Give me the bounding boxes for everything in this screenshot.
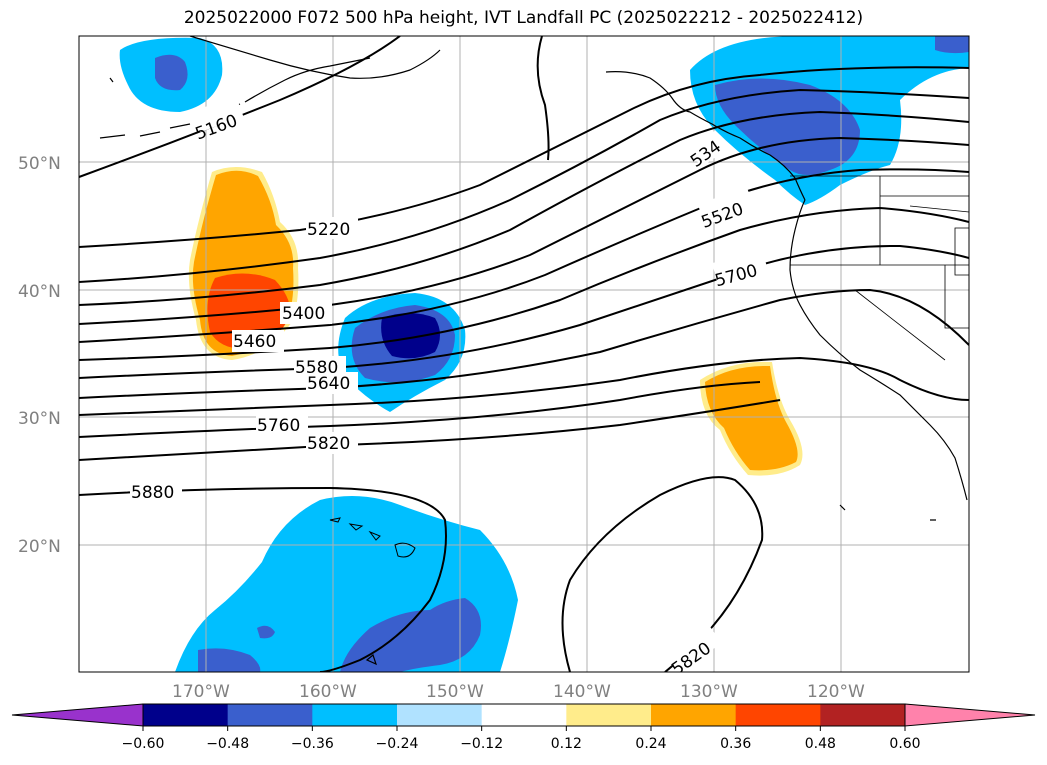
contour-label: 5580	[295, 358, 338, 378]
colorbar-segment	[312, 704, 398, 726]
contour-label: 5640	[307, 374, 350, 394]
colorbar-extend-high	[904, 703, 1036, 727]
colorbar-extend-low	[11, 703, 144, 727]
lon-label-130w: 130°W	[680, 682, 738, 702]
contour-label: 5820	[307, 434, 350, 454]
colorbar-tick-label: −0.24	[376, 736, 419, 752]
colorbar-tick-label: 0.36	[720, 736, 751, 752]
contour-label: 5760	[257, 416, 300, 436]
ivt-anomaly-gulf-of-alaska	[119, 37, 223, 112]
colorbar-segment	[143, 704, 229, 726]
colorbar-segment	[481, 704, 567, 726]
lon-label-160w: 160°W	[299, 682, 357, 702]
colorbar-segment	[820, 704, 906, 726]
ivt-anomaly-hawaii	[175, 496, 518, 672]
colorbar-tick-label: 0.24	[635, 736, 666, 752]
lat-label-40n: 40°N	[18, 282, 61, 302]
ivt-anomaly-negative-central	[338, 293, 466, 412]
colorbar-segment	[566, 704, 652, 726]
contour-label: 5460	[233, 332, 276, 352]
colorbar-ticks: −0.60 −0.48 −0.36 −0.24 −0.12 0.12 0.24 0.36 0.4…	[122, 726, 921, 752]
contour-label: 5880	[131, 483, 174, 503]
lat-label-30n: 30°N	[18, 409, 61, 429]
colorbar-segment	[651, 704, 737, 726]
contour-label: 5400	[282, 304, 325, 324]
contour-label: 5220	[307, 220, 350, 240]
colorbar-tick-label: 0.60	[889, 736, 920, 752]
colorbar	[11, 703, 1036, 727]
ivt-anomaly-pacific-northwest	[690, 36, 969, 205]
colorbar-segment	[735, 704, 821, 726]
lon-label-120w: 120°W	[807, 682, 865, 702]
coastlines	[99, 36, 969, 666]
map-title: 2025022000 F072 500 hPa height, IVT Land…	[183, 8, 864, 28]
colorbar-outline	[142, 703, 906, 727]
colorbar-tick-label: −0.36	[291, 736, 334, 752]
latitude-labels: 50°N 40°N 30°N 20°N	[18, 154, 61, 557]
contour-label-boxes	[130, 95, 768, 672]
lat-label-20n: 20°N	[18, 537, 61, 557]
lon-label-150w: 150°W	[426, 682, 484, 702]
colorbar-tick-label: 0.48	[805, 736, 836, 752]
map-frame	[78, 35, 970, 673]
colorbar-tick-label: −0.48	[206, 736, 249, 752]
colorbar-segment	[227, 704, 313, 726]
colorbar-tick-label: −0.12	[460, 736, 503, 752]
lat-label-50n: 50°N	[18, 154, 61, 174]
colorbar-segment	[397, 704, 483, 726]
lon-label-140w: 140°W	[553, 682, 611, 702]
lon-label-170w: 170°W	[172, 682, 230, 702]
colorbar-tick-label: 0.12	[551, 736, 582, 752]
ivt-anomaly-positive-east	[700, 361, 803, 476]
ivt-anomaly-positive-west	[188, 167, 299, 360]
longitude-labels: 170°W 160°W 150°W 140°W 130°W 120°W	[172, 682, 865, 702]
colorbar-tick-label: −0.60	[122, 736, 165, 752]
